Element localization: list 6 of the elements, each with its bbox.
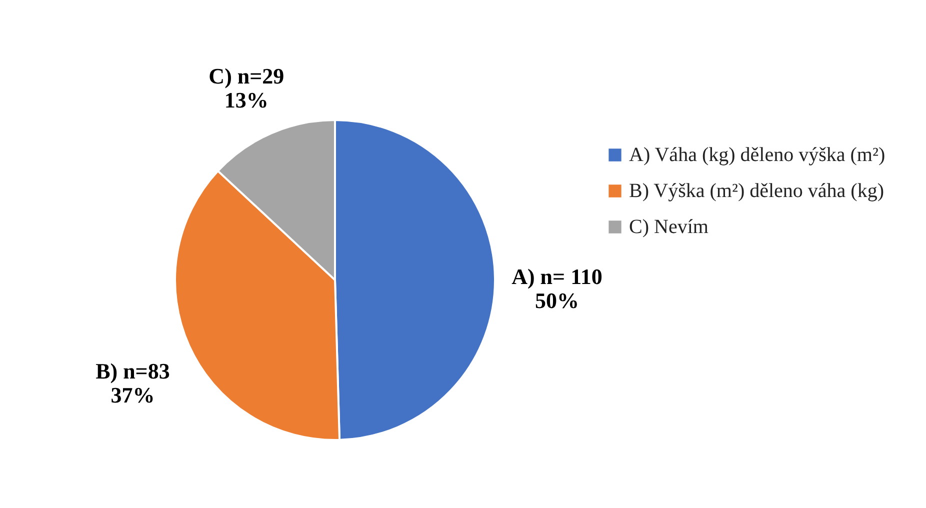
data-label: C) n=29 13% [208,63,284,112]
data-label: B) n=83 37% [96,358,170,408]
legend-label: C) Nevím [629,216,709,238]
legend-label: B) Výška (m²) děleno váha (kg) [629,180,884,202]
legend-label: A) Váha (kg) děleno výška (m²) [629,144,886,166]
data-label: A) n= 110 50% [512,264,602,313]
